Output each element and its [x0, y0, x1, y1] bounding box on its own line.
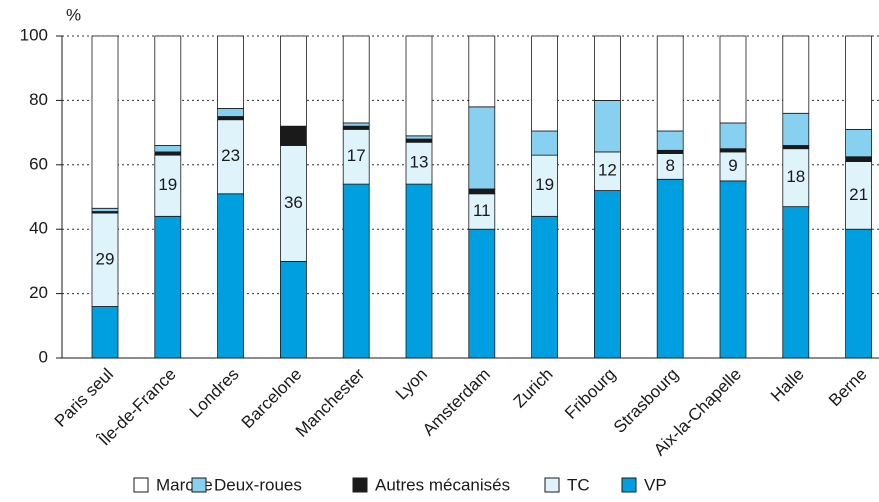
y-tick-label: 100	[20, 25, 48, 44]
bar-segment	[342, 125, 370, 130]
bar-segment	[845, 156, 872, 162]
bar-segment	[217, 35, 245, 109]
bar-segment	[217, 193, 245, 359]
bar-segment	[405, 183, 433, 359]
bar-segment	[154, 35, 182, 146]
legend-swatch	[352, 477, 368, 493]
bar-segment	[342, 128, 370, 185]
bar-segment	[782, 145, 810, 150]
bar-segment	[342, 183, 370, 359]
bar-segment	[405, 135, 433, 140]
data-label: 18	[786, 167, 805, 186]
bar-segment	[782, 35, 810, 114]
x-tick-label: Paris seul	[51, 365, 117, 431]
bar-segment	[594, 100, 621, 153]
data-label: 29	[96, 249, 115, 268]
x-tick-label: Londres	[186, 365, 243, 422]
bar-segment	[719, 151, 747, 182]
data-label: 36	[284, 193, 303, 212]
bar-segment	[217, 108, 245, 117]
bar-segment	[531, 35, 558, 132]
bar-segment	[656, 153, 684, 180]
bar-segment	[405, 35, 433, 137]
x-tick-label: Manchester	[292, 364, 368, 440]
bar-segment	[217, 116, 245, 121]
bar-segment	[342, 35, 370, 124]
bar-segment	[217, 119, 245, 195]
bar-segment	[719, 148, 747, 153]
bar-segment	[594, 190, 621, 359]
bar-segment	[405, 138, 433, 143]
y-tick-label: 40	[29, 219, 48, 238]
y-tick-label: 20	[29, 283, 48, 302]
bar-segment	[656, 130, 684, 151]
y-axis-label: %	[66, 5, 81, 24]
legend-label: VP	[644, 475, 667, 494]
bar-segment	[468, 228, 496, 359]
bar-segment	[468, 106, 496, 190]
bar-segment	[154, 215, 182, 359]
y-tick-label: 60	[29, 154, 48, 173]
data-label: 13	[410, 153, 429, 172]
bar-segment	[782, 112, 810, 146]
data-label: 23	[221, 146, 240, 165]
bar-segment	[405, 141, 433, 185]
bar-segment	[279, 35, 307, 127]
bar-segment	[342, 122, 370, 127]
x-tick-label: Barcelone	[238, 365, 306, 433]
bar-segment	[719, 122, 747, 150]
bar-segment	[656, 149, 684, 154]
bar-segment	[91, 212, 119, 307]
x-tick-label: Zurich	[510, 365, 557, 412]
legend-label: Autres mécanisés	[375, 475, 510, 494]
bar-segment	[91, 35, 119, 209]
bar-segment	[845, 228, 872, 359]
data-label: 19	[158, 175, 177, 194]
legend-swatch	[133, 477, 149, 493]
x-tick-label: Lyon	[392, 365, 431, 404]
bar-segment	[719, 180, 747, 359]
bar-segment	[279, 260, 307, 359]
y-tick-label: 0	[39, 347, 48, 366]
data-label: 9	[728, 156, 737, 175]
bar-segment	[154, 145, 182, 153]
data-label: 8	[665, 156, 674, 175]
bar-segment	[719, 35, 747, 124]
bar-segment	[468, 35, 496, 108]
x-tick-label: Amsterdam	[419, 365, 494, 440]
bar-segment	[468, 188, 496, 195]
bar-segment	[594, 35, 621, 101]
legend-swatch	[544, 477, 560, 493]
bar-segment	[279, 145, 307, 262]
x-tick-label: Halle	[767, 365, 808, 406]
bar-segment	[531, 154, 558, 217]
x-tick-label: Fribourg	[561, 365, 619, 423]
data-label: 21	[849, 185, 868, 204]
bar-segment	[845, 35, 872, 130]
legend-swatch	[191, 477, 207, 493]
bar-segment	[154, 151, 182, 156]
bar-segment	[782, 206, 810, 359]
bar-segment	[845, 128, 872, 158]
bar-segment	[656, 178, 684, 359]
bar-segment	[656, 35, 684, 132]
data-label: 12	[598, 161, 617, 180]
x-tick-label: Berne	[825, 365, 871, 411]
data-label: 19	[535, 175, 554, 194]
bar-segment	[91, 207, 119, 212]
legend-label: TC	[567, 475, 590, 494]
data-label: 11	[473, 201, 491, 220]
y-tick-label: 80	[29, 90, 48, 109]
data-label: 17	[347, 146, 366, 165]
legend-label: Deux-roues	[214, 475, 302, 494]
bar-segment	[91, 306, 119, 359]
legend-swatch	[621, 477, 637, 493]
bar-segment	[531, 215, 558, 359]
bar-segment	[531, 130, 558, 156]
bar-segment	[279, 125, 307, 146]
